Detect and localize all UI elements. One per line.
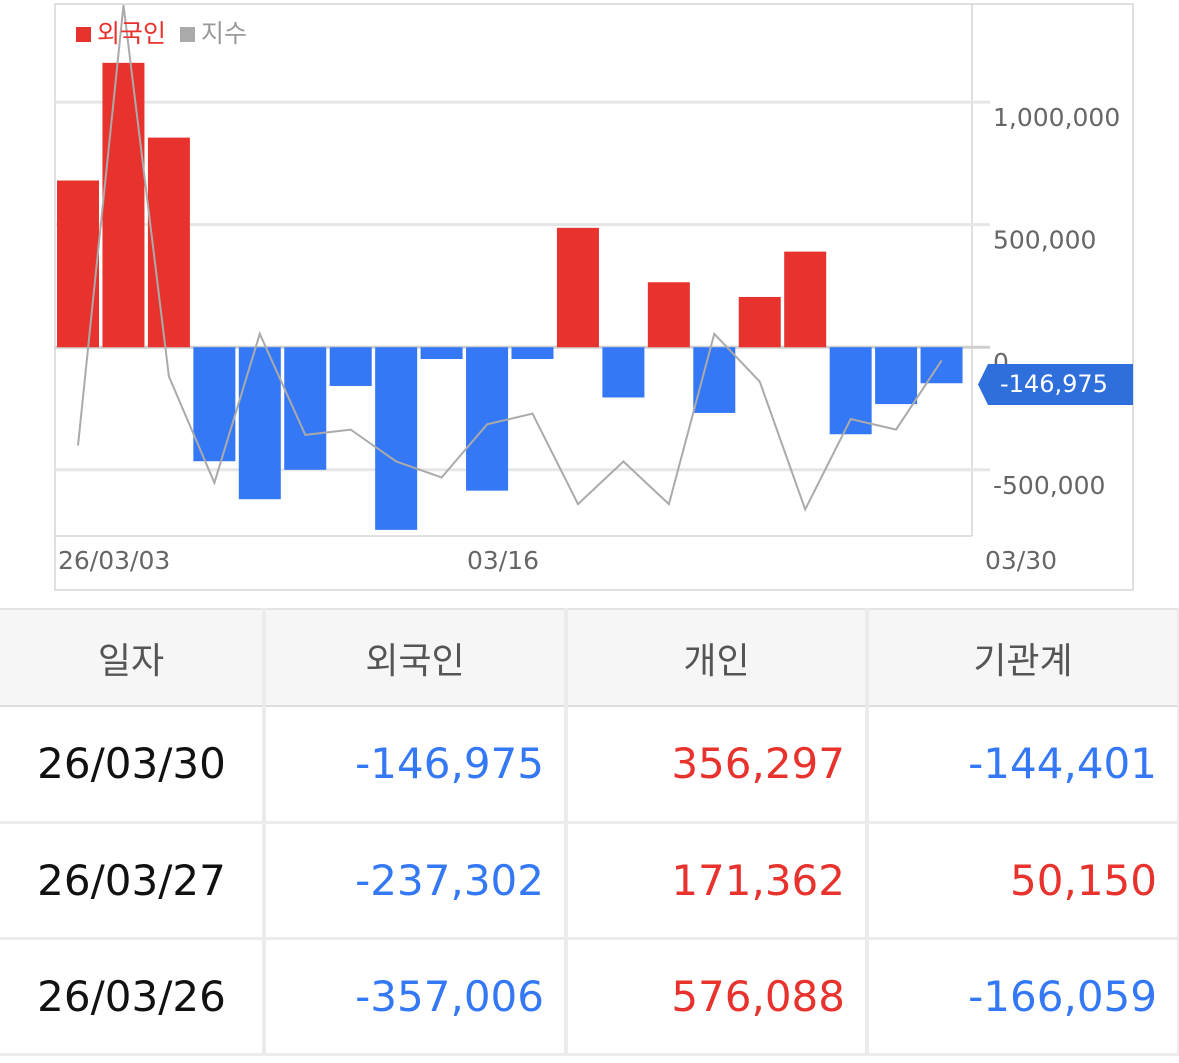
header-date[interactable]: 일자 — [0, 608, 266, 707]
x-tick-label: 03/30 — [985, 546, 1057, 575]
bar — [147, 137, 190, 348]
current-value-label: -146,975 — [1000, 370, 1108, 398]
legend-label-index: 지수 — [201, 19, 248, 48]
bar — [875, 347, 918, 405]
y-tick-label: -500,000 — [993, 471, 1105, 500]
y-tick-label: 500,000 — [993, 226, 1096, 255]
bar — [102, 62, 145, 348]
legend-item-index[interactable]: 지수 — [180, 19, 247, 49]
header-individual[interactable]: 개인 — [566, 608, 869, 707]
cell-institution: -144,401 — [867, 706, 1179, 824]
bar — [238, 347, 281, 500]
bar — [784, 251, 827, 348]
cell-individual: 356,297 — [566, 706, 869, 824]
investor-flow-table: 일자 외국인 개인 기관계 26/03/30 -146,975 356,297 -14… — [0, 608, 1179, 1056]
cell-date: 26/03/30 — [0, 706, 266, 824]
table-row[interactable]: 26/03/27 -237,302 171,362 50,150 — [0, 822, 1179, 940]
cell-foreign: -146,975 — [264, 706, 568, 824]
bar — [738, 296, 781, 348]
bar — [920, 347, 963, 384]
bar — [420, 347, 463, 359]
legend-swatch-foreign — [76, 26, 91, 42]
bar — [375, 347, 418, 530]
x-tick-label: 26/03/03 — [58, 546, 170, 575]
x-tick-label: 03/16 — [467, 546, 539, 575]
cell-date: 26/03/27 — [0, 822, 266, 940]
bar — [284, 347, 327, 470]
cell-institution: -166,059 — [867, 938, 1179, 1056]
bar — [556, 227, 599, 348]
y-tick-label: 1,000,000 — [993, 103, 1120, 132]
cell-foreign: -357,006 — [264, 938, 568, 1056]
cell-date: 26/03/26 — [0, 938, 266, 1056]
bar — [647, 282, 690, 348]
bar — [329, 347, 372, 386]
header-foreign[interactable]: 외국인 — [264, 608, 568, 707]
table-row[interactable]: 26/03/30 -146,975 356,297 -144,401 — [0, 706, 1179, 824]
cell-individual: 171,362 — [566, 822, 869, 940]
bar — [511, 347, 554, 359]
bar — [57, 180, 99, 348]
cell-institution: 50,150 — [867, 822, 1179, 940]
cell-foreign: -237,302 — [264, 822, 568, 940]
header-institution[interactable]: 기관계 — [867, 608, 1179, 707]
table-row[interactable]: 26/03/26 -357,006 576,088 -166,059 — [0, 938, 1179, 1056]
chart-frame — [54, 3, 1134, 591]
legend-item-foreign[interactable]: 외국인 — [76, 19, 166, 49]
current-value-badge: -146,975 — [978, 364, 1133, 405]
index-line — [77, 4, 943, 512]
chart-legend: 외국인 지수 — [76, 19, 261, 49]
cell-individual: 576,088 — [566, 938, 869, 1056]
investor-flow-chart: 1,000,000 500,000 0 -500,000 26/03/03 03/16 03… — [54, 3, 1134, 591]
legend-swatch-index — [180, 26, 196, 42]
bar — [466, 347, 509, 491]
table-header-row: 일자 외국인 개인 기관계 — [0, 608, 1179, 707]
bar — [193, 347, 236, 462]
legend-label-foreign: 외국인 — [97, 19, 167, 48]
bar — [602, 347, 645, 398]
bar — [693, 347, 736, 413]
